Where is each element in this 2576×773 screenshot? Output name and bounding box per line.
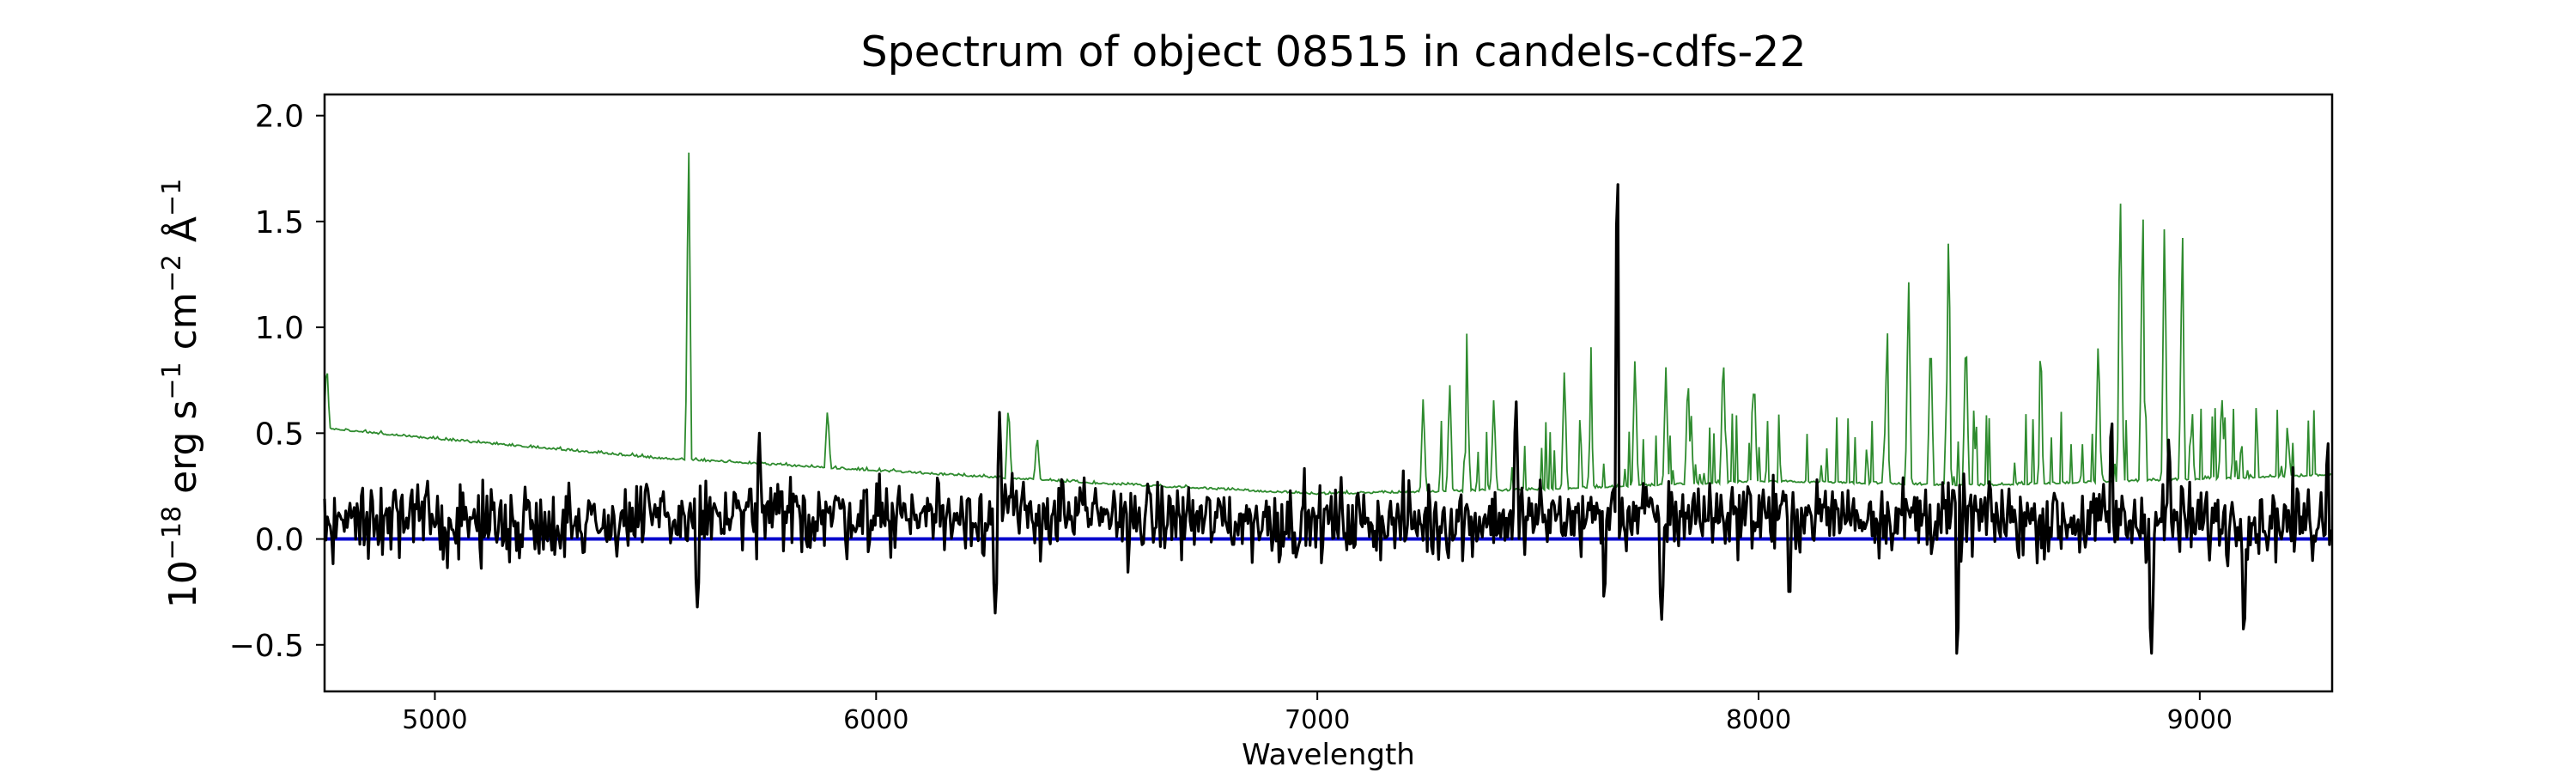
x-tick-label: 8000	[1726, 705, 1791, 735]
flux-spectrum-line	[323, 183, 2333, 655]
chart-title: Spectrum of object 08515 in candels-cdfs…	[860, 27, 1806, 76]
y-tick-label: −0.5	[229, 629, 304, 664]
y-tick-label: 0.5	[255, 417, 304, 452]
y-tick-label: 1.0	[255, 311, 304, 346]
x-axis: 5000 6000 7000 8000 9000	[402, 691, 2233, 735]
error-spectrum-line	[324, 152, 2332, 496]
x-tick-label: 6000	[843, 705, 908, 735]
x-axis-label: Wavelength	[1242, 738, 1415, 772]
plot-frame	[323, 93, 2334, 693]
y-axis-label: 10−18 erg s−1 cm−2 Å−1	[157, 179, 205, 608]
plot-area	[323, 152, 2333, 655]
x-tick-label: 9000	[2167, 705, 2233, 735]
y-tick-label: 1.5	[255, 205, 304, 240]
y-axis: −0.5 0.0 0.5 1.0 1.5 2.0	[229, 100, 325, 664]
x-tick-label: 7000	[1285, 705, 1350, 735]
y-tick-label: 2.0	[255, 100, 304, 135]
x-tick-label: 5000	[402, 705, 467, 735]
y-tick-label: 0.0	[255, 523, 304, 558]
